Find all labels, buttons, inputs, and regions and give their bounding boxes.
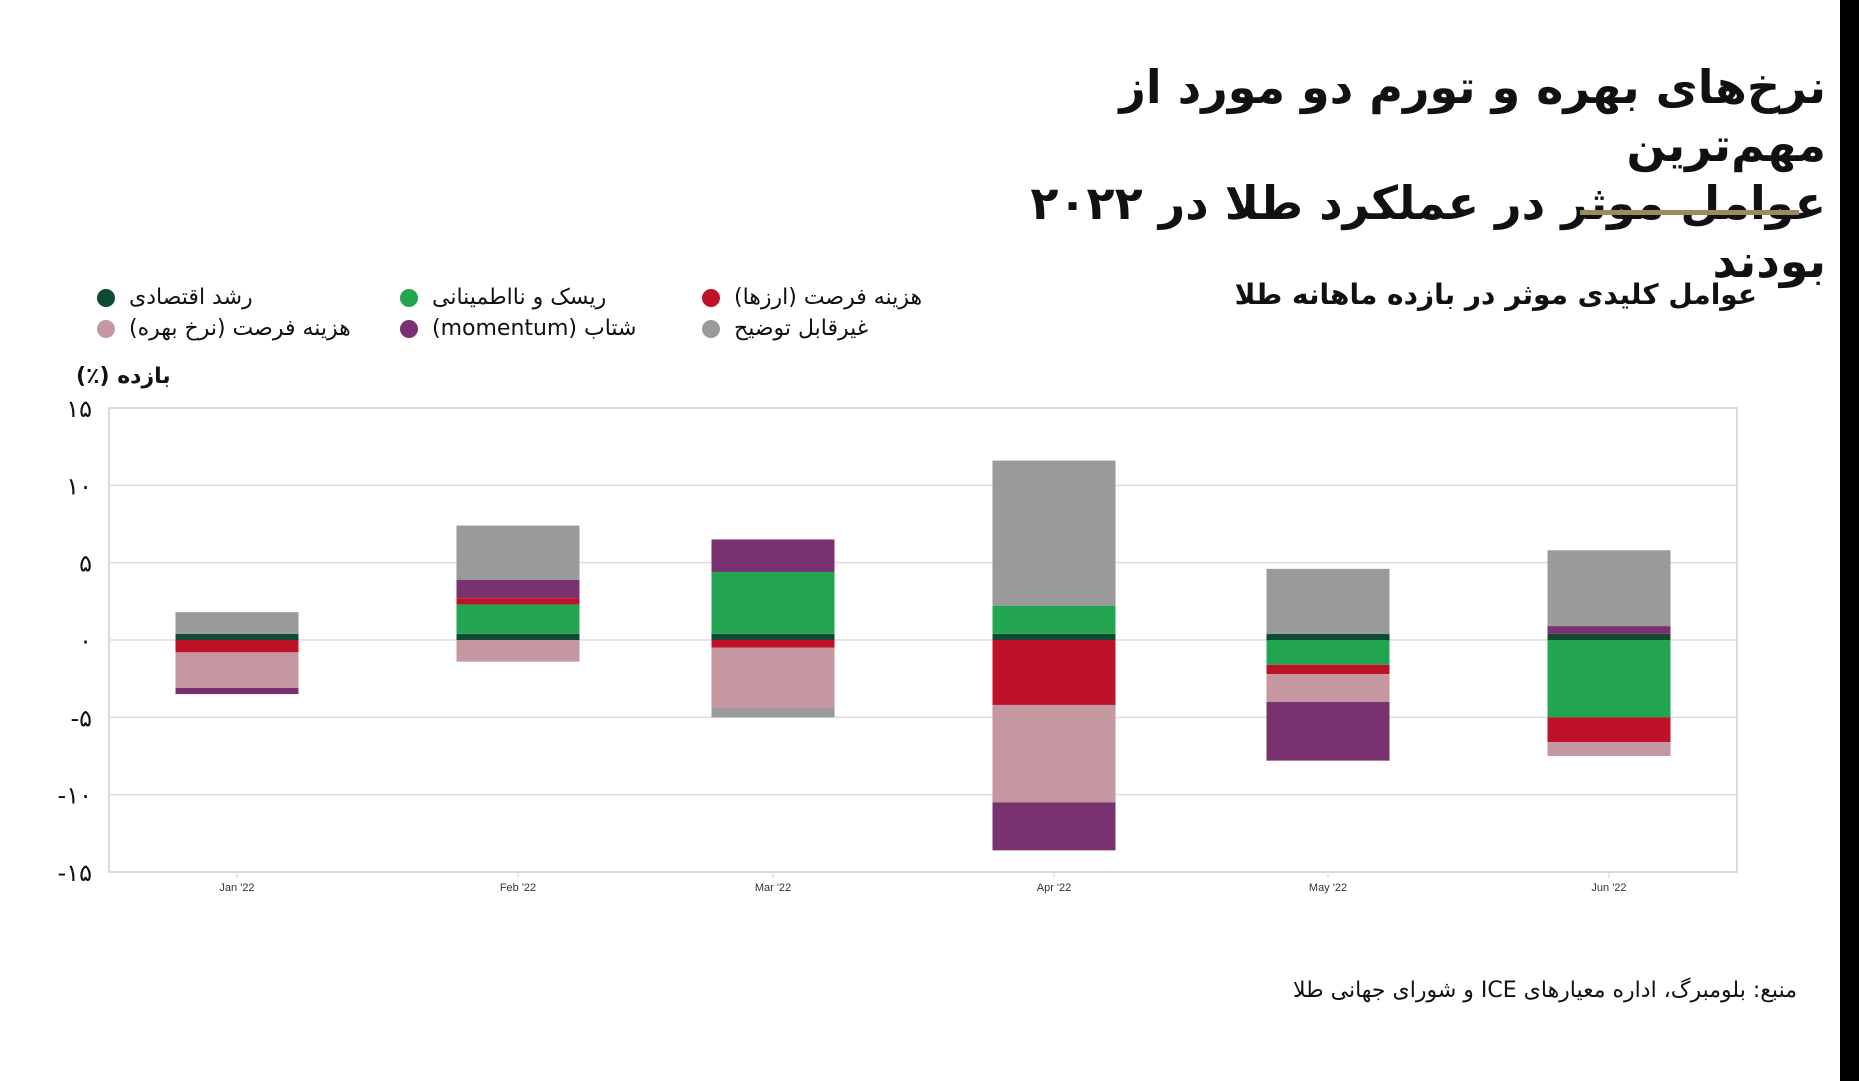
y-tick-label: ۱۵ [66,395,92,423]
y-tick-label: ۵ [79,550,92,578]
bar-segment [456,640,580,662]
bar-segment [992,802,1116,851]
x-tick-label: May '22 [1309,882,1347,894]
legend-item: رشد اقتصادی [97,285,253,310]
title-line-2: عوامل موثر در عملکرد طلا در ۲۰۲۲ بودند [1030,176,1826,288]
bar-segment [711,708,835,718]
bar-segment [992,460,1116,606]
bar-segment [456,598,580,605]
title-line-1: نرخ‌های بهره و تورم دو مورد از مهم‌ترین [1119,60,1826,172]
bar-segment [1547,742,1671,756]
legend-label: ریسک و نااطمینانی [432,285,607,310]
bar-segment [456,579,580,599]
bar-segment [711,633,835,640]
bar-segment [711,539,835,572]
y-tick-label: ۱۰ [66,472,92,500]
bar-segment [992,640,1116,705]
bar-segment [456,604,580,634]
bar-segment [175,633,299,640]
y-tick-label: ۰ [79,627,92,655]
y-tick-label: -۵ [70,704,92,732]
bar-segment [711,647,835,709]
x-tick-label: Jan '22 [219,882,254,894]
legend-label: هزینه فرصت (ارزها) [734,285,923,310]
bar-segment [1547,717,1671,743]
bar-segment [1266,664,1390,675]
page-title: نرخ‌های بهره و تورم دو مورد از مهم‌ترین … [926,58,1826,290]
source-note: منبع: بلومبرگ، اداره معیارهای ICE و شورا… [1293,978,1797,1003]
right-edge-bar [1840,0,1859,1081]
legend-swatch-icon [702,319,720,338]
legend-swatch-icon [400,288,418,307]
x-tick-label: Mar '22 [755,882,791,894]
bar-segment [1547,626,1671,634]
bar-segment [1547,640,1671,718]
bar-segment [1547,633,1671,640]
legend-label: غیرقابل توضیح [734,316,869,341]
bar-segment [175,640,299,653]
x-tick-label: Feb '22 [500,882,536,894]
bar-segment [711,640,835,648]
bar-segment [1547,550,1671,627]
legend-item: غیرقابل توضیح [702,316,868,341]
bar-segment [711,571,835,634]
bar-segment [992,704,1116,803]
bar-segment [1266,701,1390,761]
bar-segment [1266,674,1390,702]
legend-swatch-icon [97,288,115,307]
x-tick-label: Apr '22 [1037,882,1072,894]
bar-segment [992,633,1116,640]
legend-item: هزینه فرصت (ارزها) [702,285,922,310]
legend-swatch-icon [97,319,115,338]
bar-segment [1266,568,1390,634]
y-axis-label: بازده (٪) [76,364,171,389]
legend-swatch-icon [702,288,720,307]
bar-segment [456,633,580,640]
chart-title: عوامل کلیدی موثر در بازده ماهانه طلا [1234,278,1757,311]
bar-segment [1266,633,1390,640]
bar-segment [456,525,580,580]
bar-segment [175,652,299,688]
legend-item: شتاب (momentum) [400,316,636,341]
legend-label: هزینه فرصت (نرخ بهره) [129,316,351,341]
legend-item: ریسک و نااطمینانی [400,285,606,310]
bar-segment [1266,640,1390,665]
x-tick-label: Jun '22 [1591,882,1626,894]
bar-segment [992,605,1116,634]
bar-segment [175,612,299,634]
accent-divider [1580,210,1799,215]
legend-label: رشد اقتصادی [129,285,253,310]
legend-label: شتاب (momentum) [432,316,637,341]
legend-swatch-icon [400,319,418,338]
y-tick-label: -۱۰ [58,782,92,810]
legend-item: هزینه فرصت (نرخ بهره) [97,316,351,341]
y-tick-label: -۱۵ [58,859,92,887]
bar-segment [175,687,299,695]
